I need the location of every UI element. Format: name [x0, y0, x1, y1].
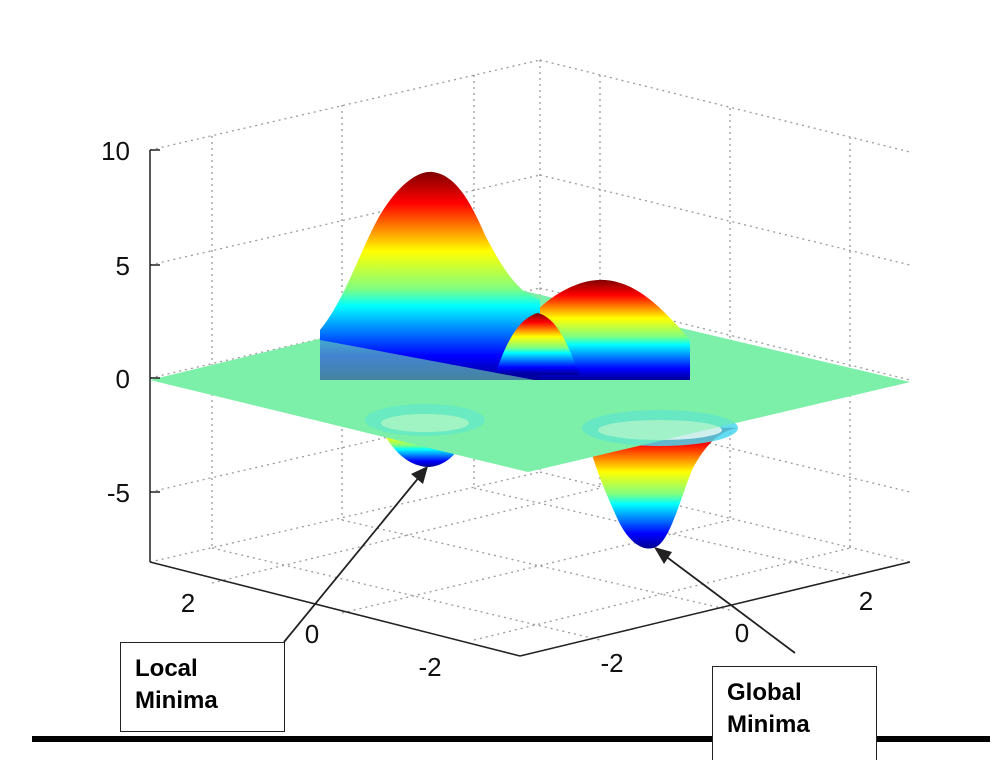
z-tick-label: 0 — [116, 364, 130, 394]
y-axis-line — [519, 561, 911, 657]
floor-grid — [211, 487, 851, 641]
z-tick-label: 5 — [116, 251, 130, 281]
global-minima-label-line2: Minima — [727, 711, 810, 738]
plane-front — [150, 340, 910, 472]
main-peak — [320, 171, 540, 380]
x-axis-line — [149, 561, 521, 657]
local-minima-arrowhead — [411, 466, 428, 484]
y-tick-label: 0 — [735, 618, 749, 648]
z-ticks — [150, 149, 160, 493]
global-minima-label-line1: Global — [727, 679, 802, 706]
annotation-arrows — [283, 466, 796, 654]
z-tick-label: -5 — [107, 478, 130, 508]
surface-mesh — [150, 171, 910, 549]
x-tick-label: 0 — [305, 619, 319, 649]
global-minimum-well — [585, 425, 738, 549]
x-tick-label: -2 — [418, 652, 441, 682]
local-minima-callout: Local Minima — [120, 642, 285, 732]
x-tick-label: 2 — [181, 588, 195, 618]
global-minima-callout: Global Minima — [712, 666, 877, 760]
tick-labels: 10 5 0 -5 2 0 -2 -2 0 2 — [101, 136, 873, 682]
axes — [149, 149, 911, 657]
z-tick-label: 10 — [101, 136, 130, 166]
local-minima-label-line1: Local — [135, 655, 198, 682]
local-minima-label-line2: Minima — [135, 687, 218, 714]
global-minima-arrowhead — [654, 547, 672, 564]
local-minima-arrow — [283, 475, 421, 643]
y-tick-label: -2 — [600, 648, 623, 678]
global-minima-arrow — [663, 554, 796, 654]
grid-verticals — [211, 60, 851, 548]
y-tick-label: 2 — [859, 586, 873, 616]
small-peak — [495, 313, 580, 375]
